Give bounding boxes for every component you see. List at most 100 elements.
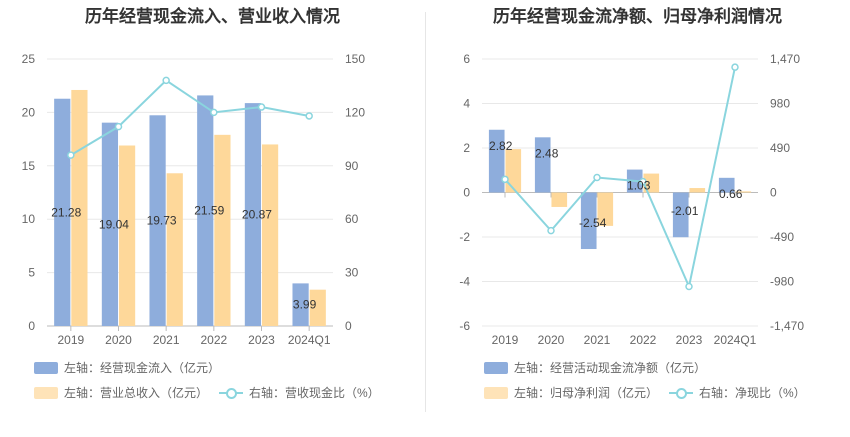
y-right-tick-label: 150 bbox=[345, 52, 365, 66]
data-label: -2.01 bbox=[671, 204, 699, 218]
y-left-tick-label: 15 bbox=[22, 159, 36, 173]
line-point bbox=[547, 226, 555, 235]
x-tick-label: 2019 bbox=[492, 333, 519, 347]
data-label: 21.28 bbox=[51, 205, 81, 219]
line-point bbox=[67, 151, 75, 159]
bar bbox=[244, 103, 262, 326]
y-left-tick-label: 20 bbox=[22, 105, 36, 119]
y-left-tick-label: -2 bbox=[459, 230, 470, 244]
x-tick-label: 2020 bbox=[105, 333, 132, 347]
y-left-tick-label: 25 bbox=[22, 52, 36, 66]
x-tick-label: 2022 bbox=[630, 333, 657, 347]
y-right-tick-label: 30 bbox=[345, 266, 359, 280]
legend-line-marker bbox=[219, 387, 243, 399]
bar bbox=[689, 188, 706, 193]
y-left-tick-label: -6 bbox=[459, 319, 470, 333]
data-label: 19.73 bbox=[147, 214, 177, 228]
y-left-tick-label: 0 bbox=[463, 186, 470, 200]
right-chart-svg: -6 -4 -2 0 2 4 6 -1,470 -980 -490 0 490 980 1,470 2019… bbox=[459, 52, 804, 347]
data-label: -2.54 bbox=[579, 216, 607, 230]
bar bbox=[214, 134, 231, 326]
y-left-tick-label: -4 bbox=[459, 275, 470, 289]
bar bbox=[505, 149, 522, 193]
data-label: 20.87 bbox=[242, 208, 272, 222]
y-right-tick-label: 60 bbox=[345, 212, 359, 226]
line-point bbox=[639, 177, 647, 186]
data-label: 2.48 bbox=[535, 146, 559, 160]
right-chart-title: 历年经营现金流净额、归母净利润情况 bbox=[493, 7, 782, 26]
bar bbox=[735, 191, 752, 193]
bar bbox=[309, 289, 326, 326]
legend-swatch-orange bbox=[34, 386, 58, 399]
x-tick-label: 2023 bbox=[676, 333, 703, 347]
left-legend-item-revenue[interactable]: 左轴：营业总收入（亿元） bbox=[34, 384, 208, 401]
bar bbox=[597, 192, 614, 226]
bar bbox=[551, 192, 568, 207]
series-line bbox=[504, 66, 736, 290]
y-left-tick-label: 4 bbox=[463, 97, 470, 111]
data-label: 1.03 bbox=[627, 179, 651, 193]
series-line bbox=[70, 79, 310, 156]
legend-label: 左轴：经营活动现金流净额（亿元） bbox=[514, 361, 707, 375]
right-legend-item-net-profit[interactable]: 左轴：归母净利润（亿元） bbox=[484, 384, 658, 401]
line-point bbox=[257, 103, 266, 111]
bar bbox=[643, 173, 660, 193]
bar bbox=[101, 122, 119, 326]
legend-label: 右轴：营收现金比（%） bbox=[249, 386, 380, 400]
bar bbox=[118, 145, 136, 326]
y-right-tick-label: -1,470 bbox=[770, 319, 804, 333]
right-legend-item-ratio[interactable]: 右轴：净现比（%） bbox=[669, 384, 806, 401]
y-left-tick-label: 2 bbox=[463, 141, 470, 155]
legend-swatch-blue bbox=[34, 361, 58, 374]
x-tick-label: 2024Q1 bbox=[714, 333, 757, 347]
y-right-tick-label: 980 bbox=[770, 97, 790, 111]
left-chart-panel: 历年经营现金流入、营业收入情况 0 5 10 15 20 25 0 30 60 90 120 150 2… bbox=[22, 7, 380, 401]
y-right-tick-label: -980 bbox=[770, 275, 794, 289]
bar bbox=[672, 192, 689, 238]
bar bbox=[292, 283, 309, 326]
left-legend-item-cash-inflow[interactable]: 左轴：经营现金流入（亿元） bbox=[34, 359, 220, 376]
left-chart-title: 历年经营现金流入、营业收入情况 bbox=[85, 7, 340, 26]
y-right-tick-label: -490 bbox=[770, 230, 794, 244]
left-chart-svg: 0 5 10 15 20 25 0 30 60 90 120 150 2019 2020 2021 2022 2… bbox=[22, 52, 366, 347]
right-legend-item-net-cash-flow[interactable]: 左轴：经营活动现金流净额（亿元） bbox=[484, 359, 706, 376]
bar bbox=[149, 115, 166, 326]
legend-label: 左轴：归母净利润（亿元） bbox=[514, 386, 659, 400]
left-legend-item-ratio[interactable]: 右轴：营收现金比（%） bbox=[219, 384, 380, 401]
line-point bbox=[593, 173, 601, 182]
legend-label: 右轴：净现比（%） bbox=[699, 386, 806, 400]
y-right-tick-label: 1,470 bbox=[770, 52, 800, 66]
bar bbox=[580, 192, 597, 250]
x-tick-label: 2020 bbox=[538, 333, 565, 347]
x-tick-label: 2021 bbox=[584, 333, 611, 347]
y-left-tick-label: 5 bbox=[28, 266, 35, 280]
x-tick-label: 2023 bbox=[248, 333, 275, 347]
x-tick-label: 2022 bbox=[200, 333, 227, 347]
line-point bbox=[210, 108, 218, 117]
bar bbox=[488, 129, 505, 193]
legend-swatch-orange bbox=[484, 386, 508, 399]
line-point bbox=[501, 175, 509, 184]
bar bbox=[718, 177, 735, 193]
bar bbox=[54, 98, 71, 326]
y-right-tick-label: 0 bbox=[770, 186, 777, 200]
line-point bbox=[162, 76, 170, 85]
bar bbox=[261, 144, 279, 326]
line-point bbox=[305, 112, 313, 120]
legend-label: 左轴：营业总收入（亿元） bbox=[64, 386, 209, 400]
data-label: 0.66 bbox=[719, 187, 743, 201]
line-point bbox=[114, 122, 123, 131]
x-tick-label: 2021 bbox=[153, 333, 180, 347]
line-point bbox=[731, 63, 739, 71]
legend-line-marker bbox=[669, 387, 693, 399]
bar bbox=[197, 95, 214, 327]
data-label: 3.99 bbox=[293, 298, 317, 312]
y-right-tick-label: 490 bbox=[770, 141, 790, 155]
y-left-tick-label: 0 bbox=[28, 319, 35, 333]
x-tick-label: 2019 bbox=[57, 333, 84, 347]
y-right-tick-label: 0 bbox=[345, 319, 352, 333]
data-label: 19.04 bbox=[99, 217, 129, 231]
line-point bbox=[685, 282, 693, 291]
y-right-tick-label: 90 bbox=[345, 159, 359, 173]
bar bbox=[71, 89, 88, 326]
